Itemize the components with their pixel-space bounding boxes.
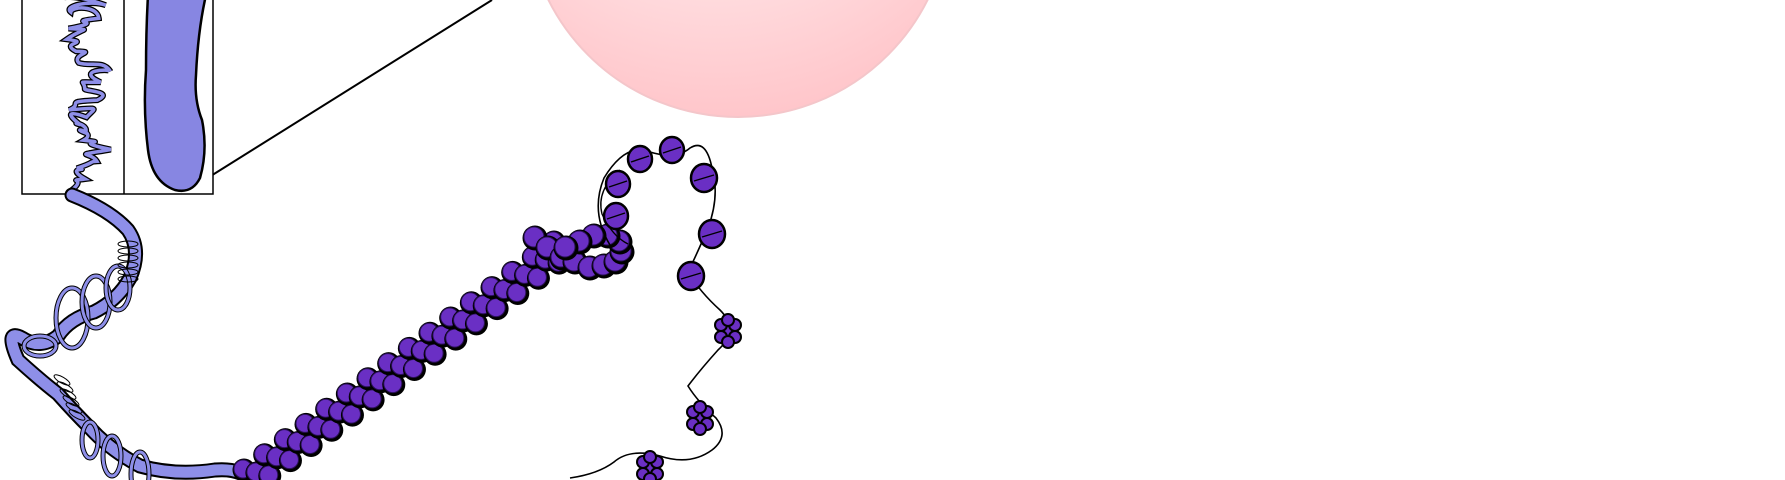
cell-nucleus — [547, 0, 929, 118]
coil-fill — [61, 0, 112, 192]
solenoid-loop-fill-6 — [22, 334, 58, 358]
nucleosome-2 — [259, 465, 279, 480]
nucleosome-5 — [279, 450, 299, 470]
dna-nucleosome-stripe-3 — [701, 230, 723, 238]
solenoid-ring-top-2 — [117, 254, 139, 262]
solenoid-ring-bottom-2 — [59, 388, 77, 400]
nucleosome-41 — [527, 267, 547, 287]
dna-nucleosome-stripe-5 — [608, 180, 628, 188]
solenoid-loop-fill-4 — [101, 434, 123, 478]
chromatin-coil — [58, 0, 114, 193]
solenoid-loop-fill-5 — [80, 420, 100, 460]
dna-cluster-0-bead-5 — [721, 313, 735, 327]
dna-cluster-2-bead-5 — [643, 450, 657, 464]
nucleosome-38 — [507, 282, 527, 302]
nucleosome-14 — [341, 404, 361, 424]
solenoid-ring-top-3 — [117, 261, 139, 269]
dna-cluster-0-bead-6 — [721, 335, 735, 349]
solenoid-ring-bottom-3 — [62, 395, 80, 407]
nucleosome-26 — [424, 343, 444, 363]
solenoid-ring-top-5 — [117, 275, 139, 283]
solenoid-ring-bottom-1 — [56, 381, 74, 393]
nucleosome-20 — [383, 374, 403, 394]
solenoid-ring-top-1 — [117, 247, 139, 255]
dna-cluster-1-bead-6 — [693, 422, 707, 436]
dna-nucleosome-stripe-2 — [693, 174, 715, 182]
condensed-chromatid — [143, 0, 207, 192]
dna-nucleosome-stripe-1 — [662, 146, 682, 154]
dna-strand — [569, 135, 742, 480]
nucleosome-58 — [554, 236, 576, 258]
nucleosome-fiber — [232, 223, 635, 480]
solenoid-ring-bottom-5 — [68, 409, 86, 421]
solenoid-loop-fill-0 — [54, 286, 90, 350]
dna-cluster-1-bead-5 — [693, 400, 707, 414]
dna-line — [569, 144, 731, 479]
dna-cluster-2-bead-6 — [643, 472, 657, 480]
solenoid-ring-top-0 — [117, 240, 139, 248]
solenoid-ring-top-4 — [117, 268, 139, 276]
dna-nucleosome-stripe-0 — [630, 155, 650, 163]
zoom-line — [189, 0, 493, 190]
nucleosome-35 — [486, 298, 506, 318]
nucleosome-11 — [321, 419, 341, 439]
nucleosome-32 — [465, 313, 485, 333]
solenoid-loop-fill-3 — [129, 450, 151, 480]
dna-nucleosome-stripe-4 — [680, 272, 702, 280]
solenoid-ring-bottom-0 — [53, 374, 71, 386]
nucleosome-23 — [403, 358, 423, 378]
solenoid-fiber — [4, 187, 258, 480]
solenoid-ring-bottom-4 — [65, 402, 83, 414]
dna-nucleosome-stripe-6 — [606, 212, 626, 220]
nucleosome-8 — [300, 434, 320, 454]
nucleosome-17 — [362, 389, 382, 409]
nucleosome-29 — [445, 328, 465, 348]
